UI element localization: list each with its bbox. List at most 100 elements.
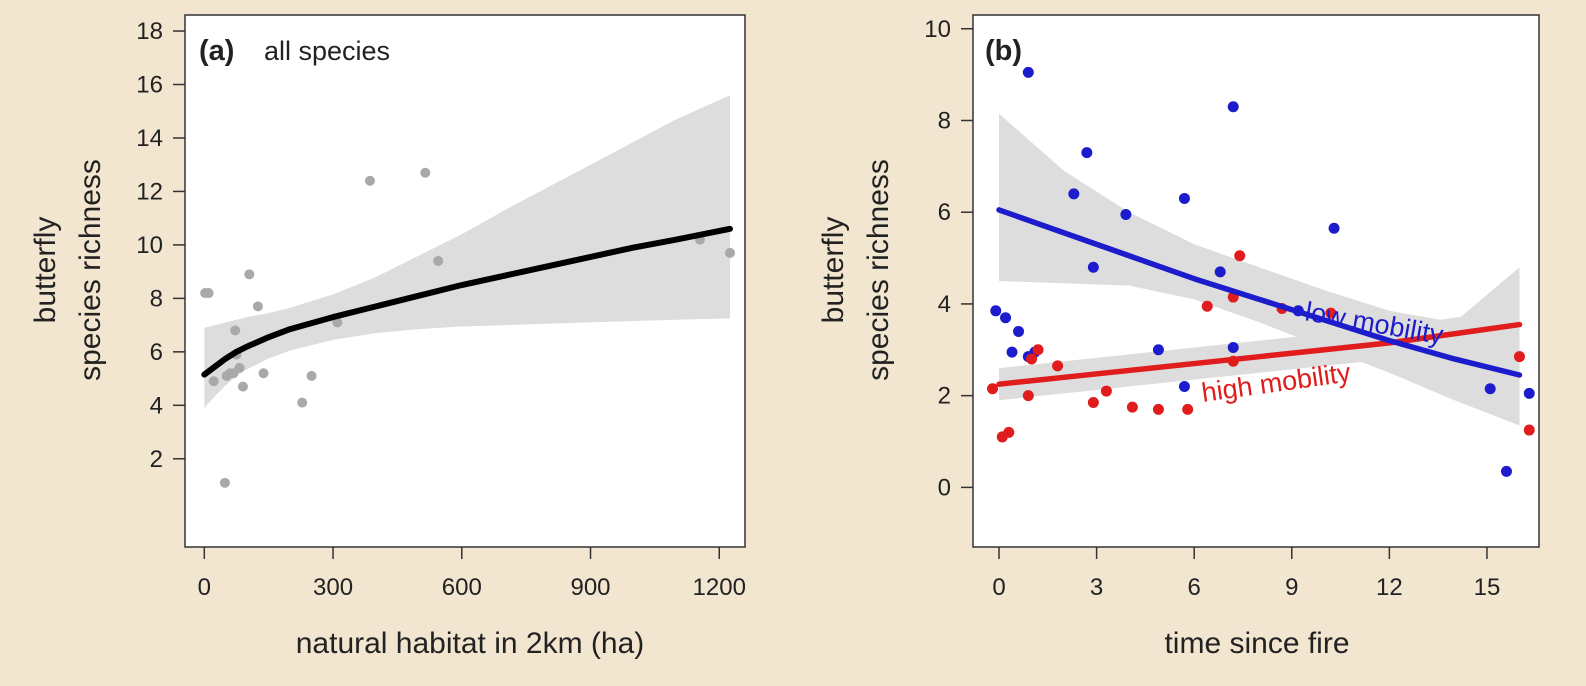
b-x-ticks: 0 3 6 9 12 15 bbox=[992, 547, 1500, 601]
a-y-tick-label: 8 bbox=[150, 285, 163, 312]
high-mobility-point bbox=[1182, 403, 1194, 415]
low-mobility-point bbox=[1328, 222, 1340, 234]
b-points-layer bbox=[987, 66, 1535, 477]
high-mobility-point bbox=[987, 383, 999, 395]
a-y-tick-label: 12 bbox=[136, 178, 163, 205]
low-mobility-point bbox=[1214, 266, 1226, 278]
a-confidence-band-layer bbox=[204, 95, 730, 408]
high-mobility-point bbox=[1026, 353, 1038, 365]
a-y-tick-label: 2 bbox=[150, 446, 163, 473]
high-mobility-point bbox=[1032, 344, 1044, 356]
a-x-tick-label: 1200 bbox=[693, 574, 746, 601]
low-mobility-point bbox=[1523, 387, 1535, 399]
panel-a: 0 300 600 900 1200 2 4 6 8 10 12 14 16 18 (a) all sp… bbox=[29, 14, 746, 660]
b-y-axis-label-line1: butterfly bbox=[817, 217, 850, 324]
low-mobility-point bbox=[1000, 312, 1012, 324]
b-y-tick-label: 4 bbox=[938, 291, 951, 318]
a-data-point bbox=[244, 269, 255, 280]
low-mobility-point bbox=[1013, 325, 1025, 337]
b-fit-layer bbox=[996, 207, 1523, 387]
a-data-point bbox=[332, 317, 343, 328]
b-y-tick-label: 0 bbox=[938, 474, 951, 501]
a-x-tick-label: 600 bbox=[442, 574, 482, 601]
a-y-ticks: 2 4 6 8 10 12 14 16 18 bbox=[136, 18, 185, 473]
b-x-tick-label: 6 bbox=[1188, 574, 1201, 601]
a-data-point bbox=[252, 301, 263, 312]
high-mobility-point bbox=[1087, 397, 1099, 409]
high-mobility-point bbox=[1022, 390, 1034, 402]
high-mobility-point bbox=[1100, 385, 1112, 397]
a-y-tick-label: 16 bbox=[136, 72, 163, 99]
low-mobility-point bbox=[1178, 192, 1190, 204]
a-data-point bbox=[234, 362, 245, 373]
b-y-tick-label: 6 bbox=[938, 199, 951, 226]
low-mobility-point bbox=[990, 305, 1002, 317]
a-x-axis-label: natural habitat in 2km (ha) bbox=[296, 627, 645, 660]
high-mobility-point bbox=[1513, 351, 1525, 363]
low-mobility-point bbox=[1227, 101, 1239, 113]
b-x-axis-label: time since fire bbox=[1164, 627, 1349, 660]
high-mobility-point bbox=[1052, 360, 1064, 372]
high-mobility-point bbox=[1003, 426, 1015, 438]
a-data-point bbox=[219, 477, 230, 488]
high-mobility-point bbox=[1325, 307, 1337, 319]
low-mobility-point bbox=[1022, 66, 1034, 78]
low-mobility-point bbox=[1178, 380, 1190, 392]
a-points-layer bbox=[200, 167, 735, 488]
b-x-tick-label: 0 bbox=[992, 574, 1005, 601]
a-data-point bbox=[306, 370, 317, 381]
a-x-tick-label: 300 bbox=[313, 574, 353, 601]
b-x-tick-label: 12 bbox=[1376, 574, 1403, 601]
a-y-tick-label: 14 bbox=[136, 125, 163, 152]
a-data-point bbox=[433, 255, 444, 266]
a-y-tick-label: 4 bbox=[150, 392, 163, 419]
a-x-tick-label: 0 bbox=[198, 574, 211, 601]
b-y-tick-label: 10 bbox=[924, 16, 951, 43]
low-mobility-point bbox=[1120, 209, 1132, 220]
b-panel-label: (b) bbox=[985, 35, 1022, 67]
low-mobility-fit-line bbox=[996, 207, 1523, 378]
a-y-tick-label: 10 bbox=[136, 232, 163, 259]
a-data-point bbox=[420, 167, 431, 178]
a-x-ticks: 0 300 600 900 1200 bbox=[198, 547, 746, 601]
a-panel-label: (a) bbox=[199, 35, 234, 67]
a-fit-line bbox=[201, 225, 733, 378]
b-y-axis-label-line2: species richness bbox=[862, 159, 895, 381]
low-mobility-point bbox=[1081, 147, 1093, 159]
a-title: all species bbox=[264, 36, 390, 66]
a-y-tick-label: 6 bbox=[150, 339, 163, 366]
a-data-point bbox=[230, 325, 241, 336]
a-data-point bbox=[297, 397, 308, 408]
a-data-point bbox=[724, 247, 735, 258]
low-mobility-point bbox=[1484, 383, 1496, 395]
a-data-point bbox=[237, 381, 248, 392]
a-y-tick-label: 18 bbox=[136, 18, 163, 45]
b-x-tick-label: 15 bbox=[1474, 574, 1501, 601]
a-y-axis-label-line1: butterfly bbox=[29, 217, 62, 324]
a-confidence-band bbox=[204, 95, 730, 408]
low-mobility-point bbox=[1006, 346, 1018, 358]
high-mobility-point bbox=[1152, 403, 1164, 415]
high-mobility-point bbox=[1523, 424, 1535, 436]
b-x-tick-label: 9 bbox=[1285, 574, 1298, 601]
a-data-point bbox=[208, 376, 219, 387]
high-mobility-point bbox=[1126, 401, 1138, 413]
low-mobility-point bbox=[1087, 261, 1099, 273]
a-data-point bbox=[203, 288, 214, 299]
b-x-tick-label: 3 bbox=[1090, 574, 1103, 601]
low-mobility-point bbox=[1068, 188, 1080, 200]
low-mobility-point bbox=[1227, 342, 1239, 353]
high-mobility-point bbox=[1234, 250, 1246, 262]
low-mobility-point bbox=[1500, 465, 1512, 477]
a-x-tick-label: 900 bbox=[570, 574, 610, 601]
b-y-tick-label: 2 bbox=[938, 383, 951, 410]
low-mobility-point bbox=[1152, 344, 1164, 356]
high-mobility-fit-line bbox=[996, 321, 1523, 387]
high-mobility-point bbox=[1201, 300, 1213, 312]
a-y-axis-label-line2: species richness bbox=[74, 159, 107, 381]
a-data-point bbox=[258, 368, 269, 379]
a-data-point bbox=[364, 175, 375, 186]
b-y-ticks: 0 2 4 6 8 10 bbox=[924, 16, 973, 501]
